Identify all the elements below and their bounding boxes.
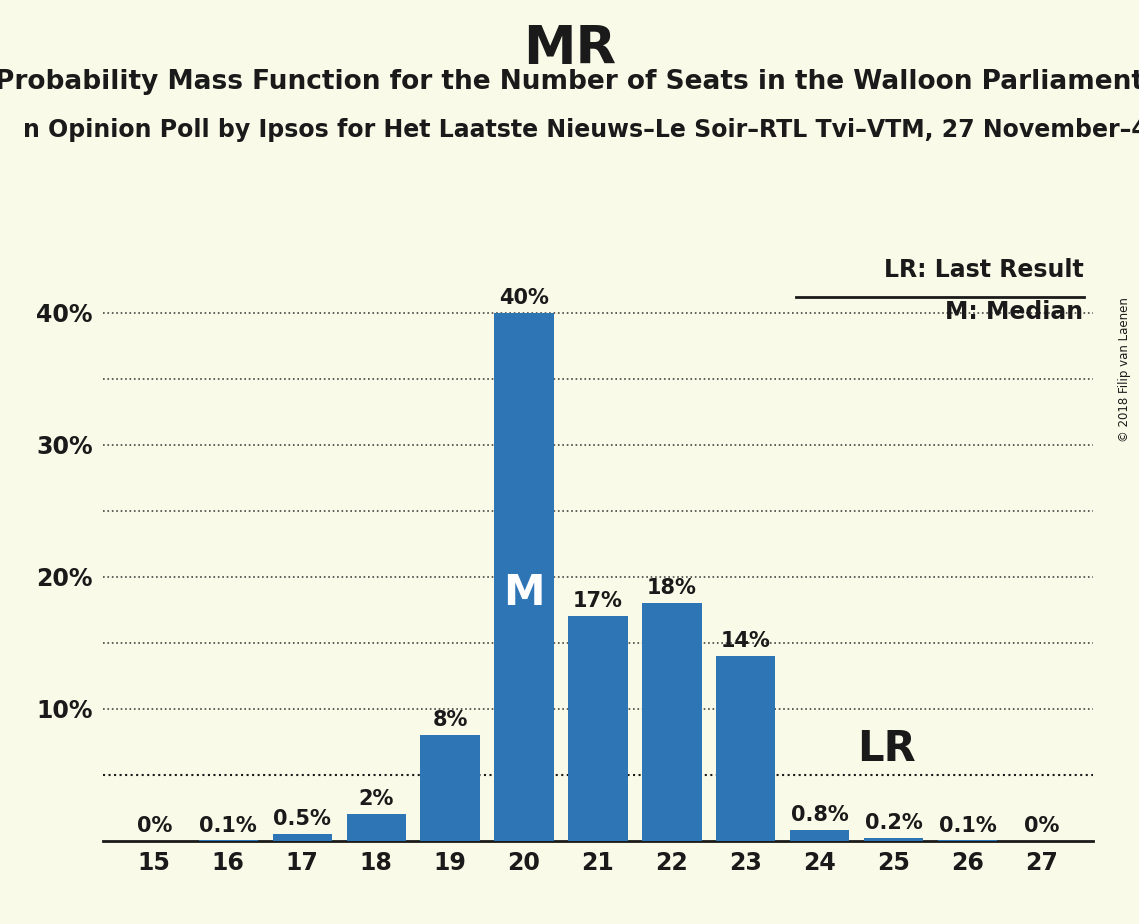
Text: 0.1%: 0.1% — [199, 816, 257, 835]
Text: M: M — [503, 572, 544, 614]
Text: 18%: 18% — [647, 578, 697, 598]
Text: M: Median: M: Median — [945, 300, 1083, 324]
Text: 0.8%: 0.8% — [790, 805, 849, 825]
Text: 40%: 40% — [499, 287, 549, 308]
Bar — [865, 838, 924, 841]
Text: © 2018 Filip van Laenen: © 2018 Filip van Laenen — [1118, 298, 1131, 442]
Bar — [494, 313, 554, 841]
Bar — [939, 840, 998, 841]
Text: 8%: 8% — [433, 710, 468, 730]
Text: 14%: 14% — [721, 631, 771, 650]
Text: 0.5%: 0.5% — [273, 808, 331, 829]
Bar — [716, 656, 776, 841]
Bar — [420, 736, 480, 841]
Text: LR: Last Result: LR: Last Result — [884, 259, 1083, 282]
Text: 0%: 0% — [1024, 816, 1059, 835]
Bar — [198, 840, 257, 841]
Bar — [346, 814, 405, 841]
Text: LR: LR — [857, 727, 916, 770]
Bar — [642, 603, 702, 841]
Text: 17%: 17% — [573, 591, 623, 611]
Text: 0%: 0% — [137, 816, 172, 835]
Bar — [272, 834, 331, 841]
Text: 0.2%: 0.2% — [865, 813, 923, 833]
Text: n Opinion Poll by Ipsos for Het Laatste Nieuws–Le Soir–RTL Tvi–VTM, 27 November–: n Opinion Poll by Ipsos for Het Laatste … — [23, 118, 1139, 142]
Text: Probability Mass Function for the Number of Seats in the Walloon Parliament: Probability Mass Function for the Number… — [0, 69, 1139, 95]
Bar — [790, 831, 850, 841]
Bar — [568, 616, 628, 841]
Text: 2%: 2% — [359, 789, 394, 809]
Text: MR: MR — [523, 23, 616, 75]
Text: 0.1%: 0.1% — [939, 816, 997, 835]
